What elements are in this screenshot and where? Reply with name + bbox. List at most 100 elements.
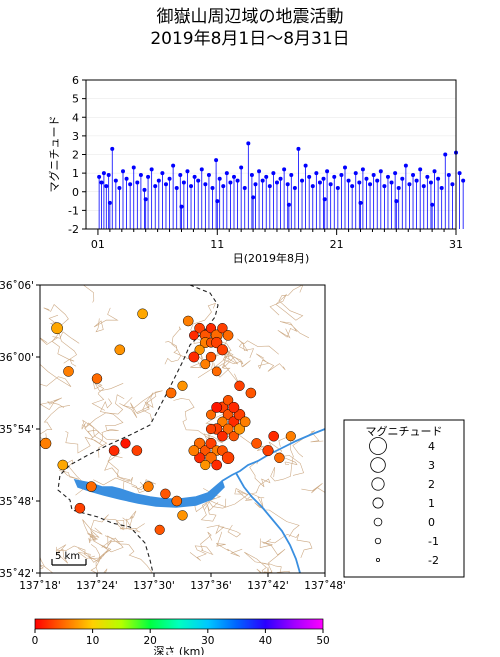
legend-box bbox=[343, 419, 465, 578]
mt-event-point bbox=[439, 186, 444, 191]
epicenter-event bbox=[205, 423, 217, 435]
mt-y-tick-label: 0 bbox=[72, 186, 79, 199]
mt-event-point bbox=[339, 172, 344, 177]
epicenter-event bbox=[114, 344, 126, 356]
mt-event-point bbox=[271, 171, 276, 176]
epicenter-event bbox=[251, 438, 262, 449]
mt-event-point bbox=[192, 174, 197, 179]
mt-event-point bbox=[142, 187, 147, 192]
mt-event-point bbox=[289, 172, 294, 177]
epicenter-event bbox=[194, 452, 206, 464]
legend-label: -1 bbox=[428, 535, 439, 548]
epicenter-event bbox=[200, 459, 211, 471]
epicenter-event bbox=[222, 409, 234, 420]
mt-event-point bbox=[325, 169, 330, 174]
legend-symbol bbox=[373, 517, 383, 527]
legend-symbol bbox=[375, 557, 380, 562]
mt-event-point bbox=[171, 163, 176, 168]
epicenter-event bbox=[143, 481, 154, 492]
mt-event-point bbox=[368, 182, 373, 187]
mt-event-point bbox=[104, 184, 109, 189]
epicenter-event bbox=[217, 416, 228, 427]
colorbar-tick-label: 20 bbox=[144, 635, 157, 647]
mt-event-point bbox=[221, 184, 226, 189]
mt-event-point bbox=[232, 174, 236, 179]
mt-event-point bbox=[146, 174, 151, 179]
mt-event-point bbox=[350, 184, 355, 189]
mt-y-tick-label: 6 bbox=[72, 74, 79, 87]
mt-event-point bbox=[189, 184, 194, 189]
contour-line bbox=[59, 459, 88, 496]
contour-line bbox=[211, 338, 234, 378]
mt-event-point bbox=[403, 163, 408, 168]
contour-line bbox=[55, 544, 100, 564]
epicenter-event bbox=[189, 330, 199, 341]
mt-event-point bbox=[285, 182, 290, 187]
mt-event-point bbox=[446, 172, 451, 177]
mt-event-point bbox=[185, 169, 190, 174]
mt-event-point bbox=[421, 184, 426, 189]
mt-event-point bbox=[124, 176, 129, 181]
mt-event-point bbox=[257, 169, 262, 174]
mt-event-point bbox=[292, 186, 297, 191]
contour-line bbox=[40, 556, 46, 570]
mt-x-axis-label: 日(2019年8月) bbox=[233, 251, 310, 265]
contour-line bbox=[122, 510, 145, 529]
epicenter-event bbox=[91, 373, 103, 384]
mt-event-point bbox=[389, 180, 394, 185]
map-lat-label: 35˚48' bbox=[0, 496, 34, 508]
epicenter-event bbox=[171, 495, 183, 507]
contour-line bbox=[263, 533, 313, 559]
mt-x-tick-label: 11 bbox=[210, 238, 224, 251]
colorbar-tick-label: 0 bbox=[32, 635, 39, 647]
mt-event-point bbox=[328, 182, 333, 187]
epicenter-event bbox=[86, 481, 97, 492]
epicenter-event bbox=[74, 502, 86, 514]
mt-event-point bbox=[300, 178, 305, 183]
lake-reservoir bbox=[73, 478, 225, 508]
epicenter-event bbox=[222, 395, 234, 406]
mt-event-point bbox=[385, 174, 390, 179]
map-lon-label: 137˚24' bbox=[76, 580, 118, 592]
scale-bar-label: 5 km bbox=[55, 551, 80, 562]
chart-title-line1: 御嶽山周辺域の地震活動 bbox=[156, 7, 344, 27]
contour-line bbox=[200, 488, 222, 522]
mt-event-point bbox=[278, 176, 283, 181]
map-lon-label: 137˚36' bbox=[190, 580, 232, 592]
epicenter-event bbox=[285, 431, 296, 442]
map-lon-label: 137˚30' bbox=[133, 580, 175, 592]
chart-title-line2: 2019年8月1日〜8月31日 bbox=[150, 29, 350, 49]
colorbar-label: 深さ (km) bbox=[153, 645, 204, 655]
epicenter-event bbox=[188, 351, 200, 363]
mt-event-point bbox=[357, 180, 362, 185]
mt-event-point bbox=[246, 141, 251, 146]
epicenter-event bbox=[165, 387, 177, 399]
epicenter-event bbox=[228, 431, 239, 442]
mt-event-point bbox=[113, 178, 118, 183]
contour-line bbox=[51, 332, 78, 367]
mt-event-point bbox=[343, 165, 347, 170]
river bbox=[221, 428, 325, 573]
contour-line bbox=[237, 338, 279, 359]
mt-event-point bbox=[407, 182, 412, 187]
epicenter-event bbox=[63, 366, 74, 377]
contour-line bbox=[164, 326, 182, 365]
legend-label: 1 bbox=[428, 497, 435, 510]
epicenter-event bbox=[233, 423, 246, 435]
contour-line bbox=[292, 430, 324, 458]
mt-event-point bbox=[110, 146, 115, 151]
legend-label: 2 bbox=[428, 478, 435, 491]
mt-event-point bbox=[364, 176, 369, 181]
mt-event-point bbox=[235, 178, 240, 183]
mt-event-point bbox=[167, 176, 172, 181]
contour-line bbox=[206, 524, 242, 538]
mt-event-point bbox=[121, 169, 125, 174]
epicenter-event bbox=[194, 344, 205, 355]
mt-event-point bbox=[286, 202, 291, 207]
contour-line bbox=[216, 531, 243, 557]
mt-y-axis-label: マグニチュード bbox=[47, 116, 61, 193]
map-lon-label: 137˚48' bbox=[304, 580, 346, 592]
contour-line bbox=[259, 538, 286, 573]
contour-line bbox=[301, 483, 325, 494]
mt-event-point bbox=[378, 169, 383, 174]
